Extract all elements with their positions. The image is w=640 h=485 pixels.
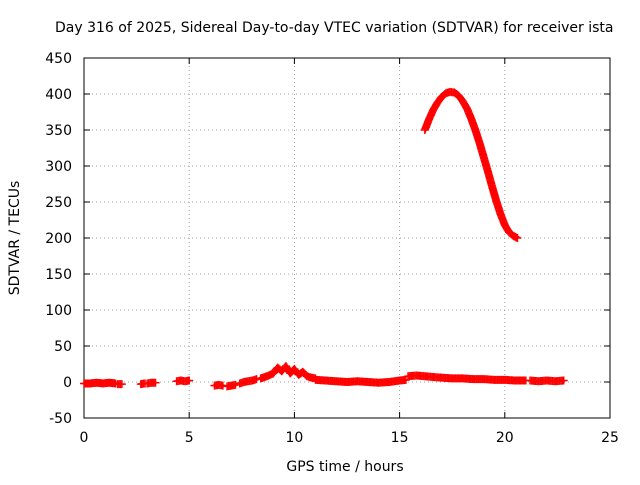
y-tick-label: 200 — [45, 231, 72, 247]
grid — [84, 58, 610, 418]
plot-frame — [83, 57, 611, 419]
y-tick-label: 100 — [45, 303, 72, 319]
x-tick-label: 15 — [391, 430, 409, 446]
x-tick-label: 0 — [80, 430, 89, 446]
data-point — [185, 376, 194, 385]
y-tick-label: 400 — [45, 87, 72, 103]
y-tick-label: 250 — [45, 195, 72, 211]
y-axis-label: SDTVAR / TECUs — [7, 181, 23, 296]
y-tick-label: 450 — [45, 51, 72, 67]
x-tick-label: 10 — [285, 430, 303, 446]
tick-labels: 0 5 10 15 20 25 -50 0 50 100 150 200 250 300 350 400 450 — [45, 51, 619, 446]
x-axis-label: GPS time / hours — [286, 459, 403, 475]
axes — [83, 57, 611, 419]
data-point — [117, 380, 126, 389]
y-tick-label: 300 — [45, 159, 72, 175]
data-point — [559, 376, 568, 385]
data-points — [80, 87, 568, 391]
y-tick-label: -50 — [49, 411, 72, 427]
data-point — [151, 378, 160, 387]
data-point — [231, 380, 240, 389]
x-tick-label: 25 — [601, 430, 619, 446]
y-tick-label: 50 — [54, 339, 72, 355]
y-tick-label: 150 — [45, 267, 72, 283]
x-tick-label: 5 — [185, 430, 194, 446]
data-point — [513, 234, 522, 242]
x-tick-label: 20 — [496, 430, 514, 446]
y-tick-label: 350 — [45, 123, 72, 139]
y-tick-label: 0 — [63, 375, 72, 391]
chart-title: Day 316 of 2025, Sidereal Day-to-day VTE… — [55, 20, 613, 36]
